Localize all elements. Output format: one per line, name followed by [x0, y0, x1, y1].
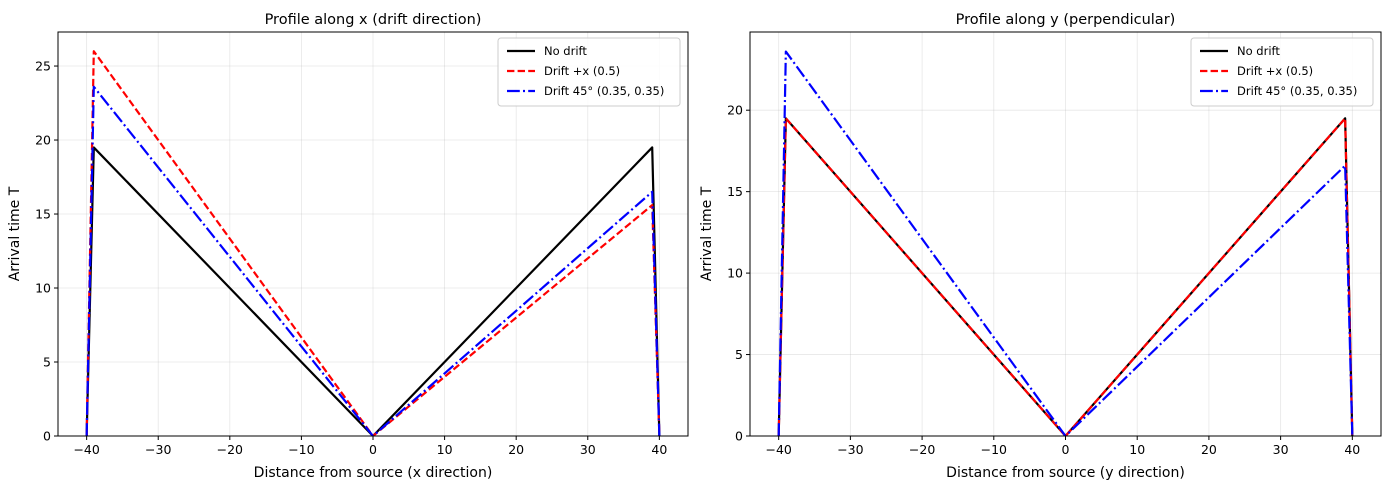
x-tick-label: 20	[508, 442, 524, 457]
y-tick-label: 20	[727, 103, 743, 118]
y-axis-label: Arrival time T	[7, 186, 23, 281]
chart-title: Profile along y (perpendicular)	[956, 12, 1176, 28]
legend-box	[1190, 37, 1374, 107]
x-tick-label: 0	[1062, 442, 1070, 457]
legend-label-1: No drift	[1237, 44, 1280, 58]
y-axis-label: Arrival time T	[699, 186, 715, 281]
x-tick-label: 10	[437, 442, 453, 457]
x-tick-label: 10	[1129, 442, 1145, 457]
y-tick-label: 20	[35, 133, 51, 148]
chart-panel-1: −40 −30 −20 −10 0 10 20 30 40 0 5 10 15 20 25 Profile a…	[7, 12, 689, 481]
x-tick-label: −20	[909, 442, 935, 457]
x-tick-label: −10	[981, 442, 1007, 457]
x-axis-label: Distance from source (y direction)	[946, 465, 1185, 481]
legend-box	[497, 37, 681, 107]
x-tick-label: −30	[837, 442, 863, 457]
y-tick-label: 15	[35, 207, 51, 222]
x-tick-label: −40	[73, 442, 99, 457]
legend-label-3: Drift 45° (0.35, 0.35)	[1237, 84, 1357, 98]
legend: No drift Drift +x (0.5) Drift 45° (0.35, 0…	[497, 37, 681, 107]
y-tick-label: 5	[735, 347, 743, 362]
x-tick-label: 40	[651, 442, 667, 457]
x-axis-label: Distance from source (x direction)	[254, 465, 493, 481]
x-tick-label: −20	[217, 442, 243, 457]
y-tick-label: 10	[35, 281, 51, 296]
chart-title: Profile along x (drift direction)	[265, 12, 482, 28]
y-tick-label: 25	[35, 59, 51, 74]
y-tick-label: 15	[727, 184, 743, 199]
x-tick-label: 20	[1201, 442, 1217, 457]
x-tick-label: −30	[145, 442, 171, 457]
chart-panel-2: −40 −30 −20 −10 0 10 20 30 40 0 5 10 15 20 Profile alo…	[699, 12, 1382, 481]
series-line-3	[777, 50, 1354, 436]
y-tick-label: 5	[43, 355, 51, 370]
x-tick-label: −40	[765, 442, 791, 457]
legend-label-3: Drift 45° (0.35, 0.35)	[544, 84, 664, 98]
x-tick-label: 30	[580, 442, 596, 457]
series-line-1	[777, 117, 1354, 436]
y-tick-label: 0	[43, 429, 51, 444]
x-tick-label: 30	[1273, 442, 1289, 457]
legend-label-1: No drift	[544, 44, 587, 58]
x-tick-label: −10	[288, 442, 314, 457]
x-tick-label: 40	[1344, 442, 1360, 457]
y-tick-label: 0	[735, 429, 743, 444]
legend-label-2: Drift +x (0.5)	[1237, 64, 1313, 78]
y-tick-label: 10	[727, 266, 743, 281]
legend-label-2: Drift +x (0.5)	[544, 64, 620, 78]
legend: No drift Drift +x (0.5) Drift 45° (0.35, 0…	[1190, 37, 1374, 107]
x-tick-label: 0	[369, 442, 377, 457]
